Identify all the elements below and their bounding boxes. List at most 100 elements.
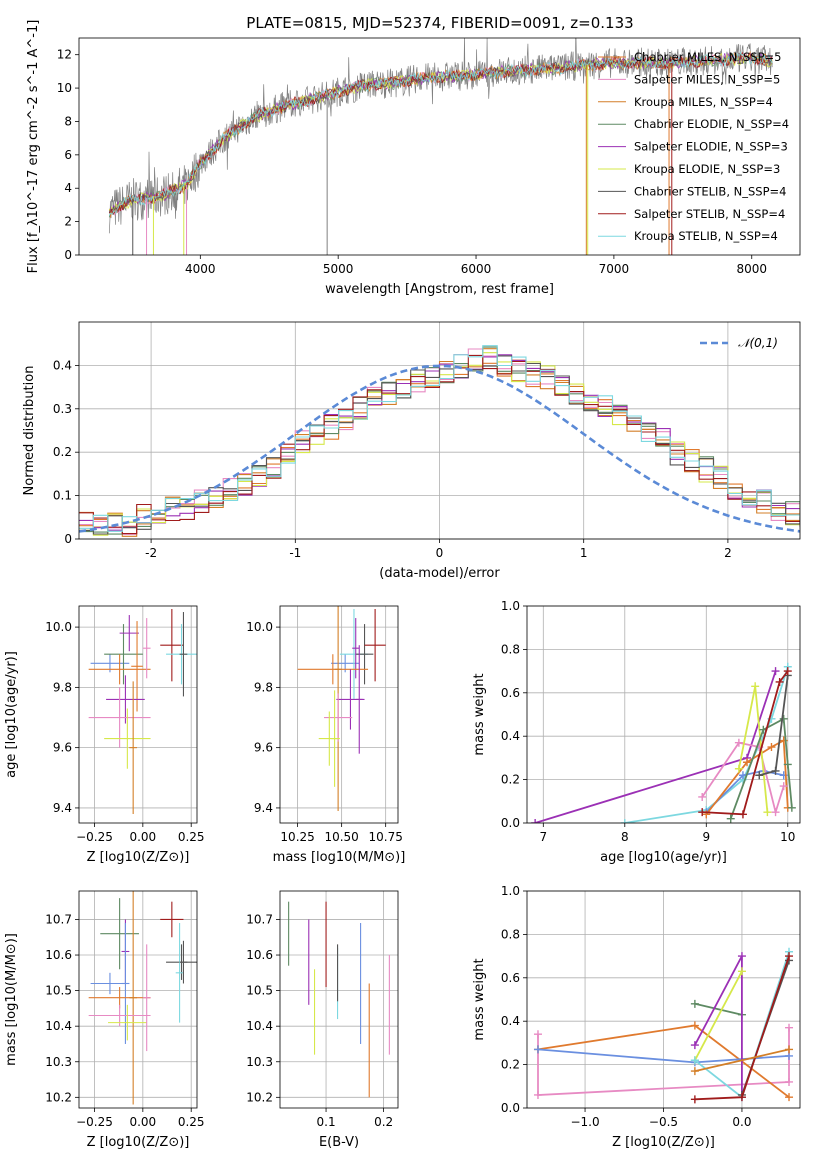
x-tick-label: 10.25 <box>280 830 314 844</box>
y-tick-label: 10.7 <box>45 912 72 926</box>
series-marker <box>726 814 735 823</box>
series-marker <box>785 952 794 961</box>
histogram-series <box>79 354 800 535</box>
x-tick-label: −0.5 <box>649 1115 678 1129</box>
x-tick-label: -2 <box>145 546 157 560</box>
series-marker <box>690 1056 699 1065</box>
errorbar-group <box>88 891 197 1105</box>
y-tick-label: 10.2 <box>45 1090 72 1104</box>
legend-label: Chabrier ELODIE, N_SSP=4 <box>634 117 789 131</box>
legend-label: Salpeter MILES, N_SSP=5 <box>634 72 780 86</box>
y-tick-label: 10.6 <box>246 948 273 962</box>
panel-age-vs-mass: 10.25 10.50 10.75 9.4 9.6 9.8 10.0 mass [log10(… <box>246 605 405 865</box>
figure-title: PLATE=0815, MJD=52374, FIBERID=0091, z=0… <box>246 14 633 32</box>
y-tick-label: 10.3 <box>246 1055 273 1069</box>
y-tick-label: 8 <box>64 114 72 128</box>
panel-age-vs-Z: −0.25 0.00 0.25 9.4 9.6 9.8 10.0 Z [log10(Z/Z⊙)… <box>4 605 205 865</box>
legend-label: Salpeter STELIB, N_SSP=4 <box>634 207 785 221</box>
legend-label: Kroupa STELIB, N_SSP=4 <box>634 229 778 243</box>
x-tick-label: 10.75 <box>368 830 402 844</box>
legend-label: Chabrier STELIB, N_SSP=4 <box>634 184 786 198</box>
y-tick-label: 0 <box>64 532 72 546</box>
y-axis-label: mass weight <box>472 958 487 1040</box>
y-tick-label: 0 <box>64 248 72 262</box>
normal-curve <box>79 364 800 533</box>
y-tick-label: 0.3 <box>53 402 72 416</box>
legend-label: Salpeter ELODIE, N_SSP=3 <box>634 140 788 154</box>
y-axis-label: mass weight <box>472 673 487 755</box>
y-tick-label: 9.6 <box>254 741 273 755</box>
series-marker <box>779 782 788 791</box>
x-tick-label: −0.25 <box>76 830 113 844</box>
x-tick-label: −0.25 <box>76 1115 113 1129</box>
series-line <box>705 769 784 813</box>
y-tick-label: 10.4 <box>45 1019 72 1033</box>
legend-label: Kroupa MILES, N_SSP=4 <box>634 95 773 109</box>
x-axis-label: Z [log10(Z/Z⊙)] <box>612 1135 715 1150</box>
x-tick-label: 0.2 <box>374 1115 393 1129</box>
y-tick-label: 0.4 <box>53 358 72 372</box>
y-tick-label: 10.4 <box>246 1019 273 1033</box>
y-tick-label: 10.6 <box>45 948 72 962</box>
x-tick-label: 7 <box>539 830 547 844</box>
series-marker <box>763 808 772 817</box>
spectrum-lines <box>108 38 773 255</box>
series-marker <box>734 738 743 747</box>
series-marker <box>785 1045 794 1054</box>
x-tick-label: 0.1 <box>317 1115 336 1129</box>
x-axis-label: Z [log10(Z/Z⊙)] <box>87 1135 190 1150</box>
y-tick-label: 0.2 <box>501 773 520 787</box>
y-tick-label: 0.8 <box>501 927 520 941</box>
y-tick-label: 10.0 <box>45 620 72 634</box>
x-tick-label: 7000 <box>599 262 630 276</box>
series-marker <box>533 1030 542 1039</box>
series-marker <box>785 1093 794 1102</box>
x-tick-label: −1.0 <box>570 1115 599 1129</box>
x-tick-label: 5000 <box>323 262 354 276</box>
series-marker <box>737 1093 746 1102</box>
y-axis-label: mass [log10(M/M⊙)] <box>4 933 19 1066</box>
legend-label: Chabrier MILES, N_SSP=5 <box>634 50 781 64</box>
x-tick-label: -1 <box>289 546 301 560</box>
y-axis-label: Normed distribution <box>22 366 37 496</box>
x-tick-label: 0.25 <box>178 1115 205 1129</box>
y-tick-label: 0.1 <box>53 489 72 503</box>
x-axis-label: age [log10(age/yr)] <box>600 850 727 865</box>
errorbar-group <box>297 606 386 811</box>
axes-frame <box>78 605 198 824</box>
axes-frame <box>279 605 399 824</box>
series-marker <box>751 682 760 691</box>
panel-residuals: -2 -1 0 1 2 0 0.1 0.2 0.3 0.4 (data-model)/error No… <box>22 321 801 581</box>
series-marker <box>755 771 764 780</box>
y-tick-label: 9.8 <box>254 680 273 694</box>
series-marker <box>771 808 780 817</box>
series-marker <box>533 1045 542 1054</box>
axes-frame <box>78 321 801 540</box>
series-marker <box>779 714 788 723</box>
x-tick-label: 10 <box>780 830 795 844</box>
y-tick-label: 0.6 <box>501 686 520 700</box>
y-tick-label: 1.0 <box>501 599 520 613</box>
y-tick-label: 2 <box>64 215 72 229</box>
y-tick-label: 9.6 <box>53 741 72 755</box>
y-tick-label: 1.0 <box>501 884 520 898</box>
series-marker <box>771 667 780 676</box>
y-tick-label: 0.2 <box>53 445 72 459</box>
series-marker <box>738 771 747 780</box>
series-marker <box>743 758 752 767</box>
series-marker <box>690 1067 699 1076</box>
y-tick-label: 10.7 <box>246 912 273 926</box>
axes-frame <box>78 37 801 256</box>
x-tick-label: 8 <box>621 830 629 844</box>
y-tick-label: 4 <box>64 181 72 195</box>
x-axis-label: (data-model)/error <box>379 566 500 581</box>
x-tick-label: 8000 <box>736 262 767 276</box>
series-marker <box>737 952 746 961</box>
series-line <box>694 1048 790 1072</box>
series-marker <box>531 819 540 823</box>
axes-frame <box>78 890 198 1109</box>
y-axis-label: age [log10(age/yr)] <box>4 651 19 778</box>
series-marker <box>533 1090 542 1099</box>
series-marker <box>620 819 629 823</box>
